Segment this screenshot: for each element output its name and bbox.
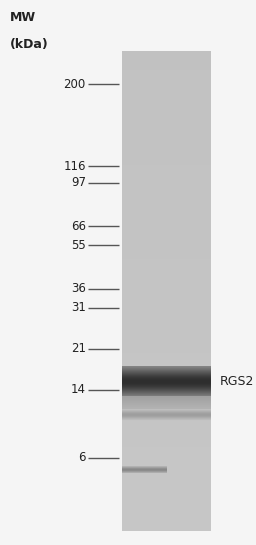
Text: 14: 14 [71,383,86,396]
Text: 66: 66 [71,220,86,233]
Text: 200: 200 [63,78,86,91]
Text: 6: 6 [78,451,86,464]
Text: 116: 116 [63,160,86,173]
Text: 21: 21 [71,342,86,355]
Text: RGS2: RGS2 [220,375,254,388]
Text: 97: 97 [71,176,86,189]
Text: (kDa): (kDa) [10,38,49,51]
Text: 55: 55 [71,239,86,252]
Text: 31: 31 [71,301,86,314]
Text: 36: 36 [71,282,86,295]
Text: MW: MW [10,11,36,24]
